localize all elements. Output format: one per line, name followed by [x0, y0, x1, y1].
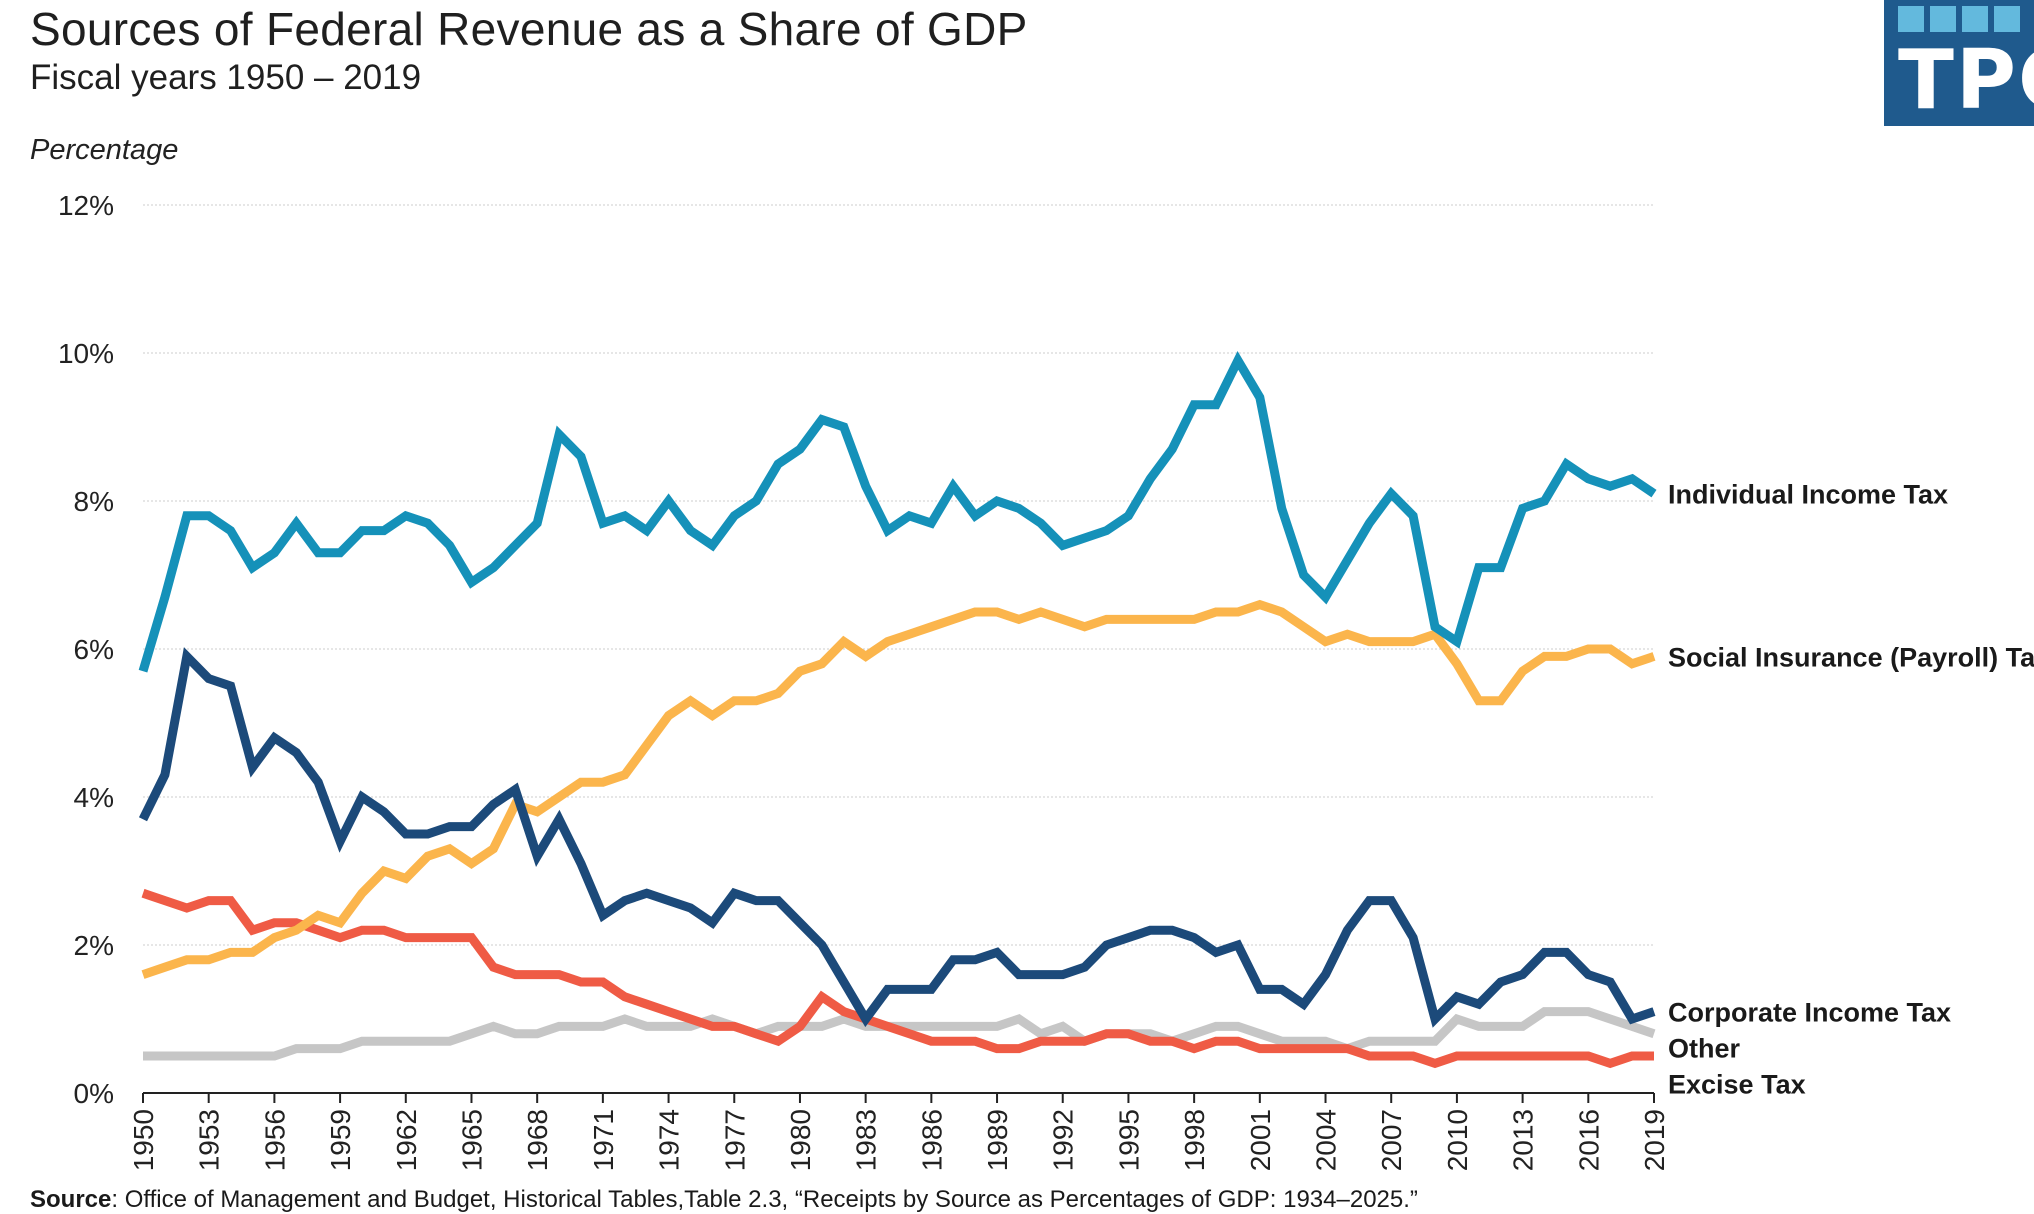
series-labels: Individual Income Tax Social Insurance (P… — [1668, 480, 2034, 1100]
tpc-logo: TPC — [1884, 0, 2034, 126]
logo-square — [1898, 6, 1924, 32]
y-tick-label: 4% — [74, 782, 114, 813]
series-label-social-insurance-payroll-tax: Social Insurance (Payroll) Tax — [1668, 642, 2034, 672]
x-tick-label: 2001 — [1245, 1109, 1276, 1171]
x-tick-label: 2004 — [1311, 1109, 1342, 1171]
x-tick-label: 1959 — [325, 1109, 356, 1171]
y-tick-label: 6% — [74, 634, 114, 665]
x-tick-label: 2016 — [1573, 1109, 1604, 1171]
x-tick-label: 2019 — [1639, 1109, 1670, 1171]
x-tick-label: 1980 — [785, 1109, 816, 1171]
y-tick-label: 0% — [74, 1078, 114, 1109]
series-label-individual-income-tax: Individual Income Tax — [1668, 480, 1948, 510]
x-tick-label: 1962 — [391, 1109, 422, 1171]
series-line-individual-income-tax — [138, 350, 1657, 673]
chart-title: Sources of Federal Revenue as a Share of… — [30, 3, 1028, 55]
logo-square — [1930, 6, 1956, 32]
y-tick-label: 10% — [58, 338, 114, 369]
series-label-corporate-income-tax: Corporate Income Tax — [1668, 998, 1951, 1028]
x-tick-label: 1992 — [1048, 1109, 1079, 1171]
x-tick-label: 1983 — [851, 1109, 882, 1171]
series-line-corporate-income-tax — [138, 647, 1656, 1028]
x-tick-label: 1968 — [522, 1109, 553, 1171]
x-tick-label: 2010 — [1442, 1109, 1473, 1171]
x-tick-label: 1953 — [194, 1109, 225, 1171]
x-tick-label: 2007 — [1376, 1109, 1407, 1171]
x-tick-label: 1971 — [588, 1109, 619, 1171]
y-tick-label: 12% — [58, 190, 114, 221]
series-line-excise-tax — [141, 888, 1654, 1069]
x-tick-label: 1965 — [456, 1109, 487, 1171]
y-axis-label: Percentage — [30, 134, 179, 166]
series-label-other: Other — [1668, 1034, 1741, 1064]
source-note: Source: Office of Management and Budget,… — [30, 1186, 1418, 1214]
y-tick-label: 2% — [74, 930, 114, 961]
source-text: : Office of Management and Budget, Histo… — [111, 1186, 1418, 1213]
chart-subtitle: Fiscal years 1950 – 2019 — [30, 58, 422, 97]
x-tick-label: 1950 — [128, 1109, 159, 1171]
x-tick-label: 1974 — [654, 1109, 685, 1171]
logo-text: TPC — [1898, 33, 2034, 126]
logo-square — [1962, 6, 1988, 32]
x-tick-label: 1977 — [719, 1109, 750, 1171]
x-tick-label: 1956 — [259, 1109, 290, 1171]
source-label: Source — [30, 1186, 112, 1213]
series-label-excise-tax: Excise Tax — [1668, 1070, 1806, 1100]
axes: 0% 2% 4% 6% 8% 10% 12% 1950 1953 1956 1959 1962 1965… — [58, 190, 1670, 1171]
line-chart: 0% 2% 4% 6% 8% 10% 12% 1950 1953 1956 1959 1962 1965… — [58, 190, 2034, 1171]
y-tick-label: 8% — [74, 486, 114, 517]
x-tick-label: 1986 — [916, 1109, 947, 1171]
series-lines — [138, 350, 1657, 1069]
x-tick-label: 1998 — [1179, 1109, 1210, 1171]
series-line-social-insurance-payroll-tax — [141, 599, 1656, 979]
x-tick-label: 2013 — [1508, 1109, 1539, 1171]
x-tick-label: 1995 — [1113, 1109, 1144, 1171]
logo-square — [1994, 6, 2020, 32]
x-tick-label: 1989 — [982, 1109, 1013, 1171]
